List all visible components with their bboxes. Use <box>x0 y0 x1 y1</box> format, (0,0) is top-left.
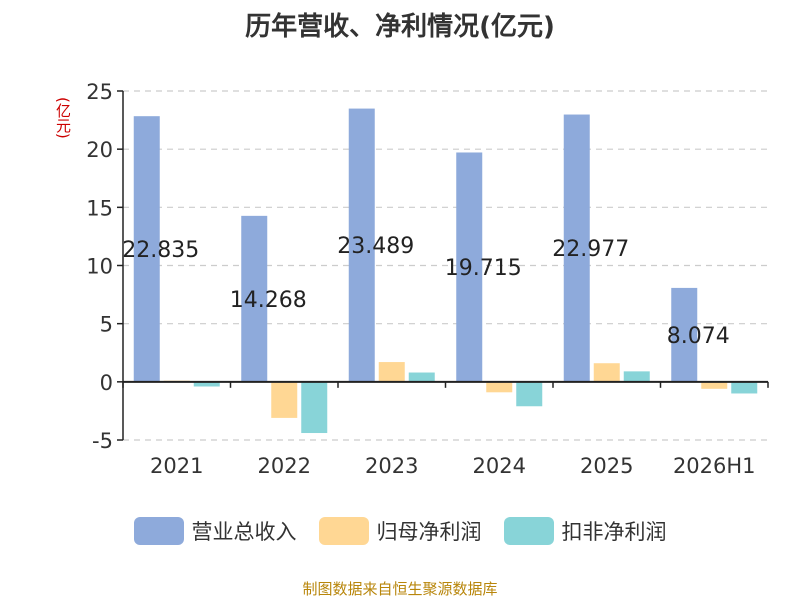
y-tick-label: 0 <box>100 371 113 395</box>
x-tick-label: 2021 <box>150 454 203 478</box>
bar-deducted-net-profit <box>193 381 220 387</box>
y-tick-label: 20 <box>86 138 113 162</box>
data-label-revenue: 22.977 <box>552 237 629 262</box>
legend-swatch-net-profit <box>318 517 369 545</box>
legend: 营业总收入 归母净利润 扣非净利润 <box>0 516 800 546</box>
legend-item-deducted-net-profit[interactable]: 扣非净利润 <box>503 516 667 546</box>
bar-revenue <box>348 108 375 382</box>
bar-net-profit <box>378 362 405 382</box>
y-tick-label: 15 <box>86 196 113 220</box>
bar-revenue <box>133 116 160 382</box>
x-tick-label: 2022 <box>258 454 311 478</box>
bar-deducted-net-profit <box>516 381 543 407</box>
legend-label-deducted-net-profit: 扣非净利润 <box>561 520 667 544</box>
bar-revenue <box>671 287 698 382</box>
x-tick-label: 2023 <box>365 454 418 478</box>
bar-deducted-net-profit <box>731 381 758 394</box>
bar-revenue <box>563 114 590 382</box>
legend-label-net-profit: 归母净利润 <box>376 520 482 544</box>
y-tick-label: 5 <box>100 313 113 337</box>
data-label-revenue: 14.268 <box>230 288 307 313</box>
chart-title: 历年营收、净利情况(亿元) <box>245 12 555 42</box>
legend-swatch-deducted-net-profit <box>503 517 554 545</box>
x-tick-label: 2024 <box>473 454 526 478</box>
legend-item-revenue[interactable]: 营业总收入 <box>133 516 297 546</box>
y-tick-label: -5 <box>92 429 113 453</box>
bar-net-profit <box>701 381 728 389</box>
data-source-note: 制图数据来自恒生聚源数据库 <box>302 580 498 598</box>
bar-deducted-net-profit <box>623 371 650 382</box>
data-label-revenue: 22.835 <box>122 238 199 263</box>
bar-revenue <box>241 215 268 382</box>
bar-net-profit <box>271 381 298 418</box>
bar-net-profit <box>486 381 513 393</box>
bar-revenue <box>456 152 483 382</box>
x-tick-label: 2026H1 <box>673 454 756 478</box>
bar-net-profit <box>593 363 620 382</box>
data-label-revenue: 8.074 <box>667 324 730 349</box>
x-tick-label: 2025 <box>580 454 633 478</box>
y-axis-unit-label: (亿元) <box>54 97 72 139</box>
bar-deducted-net-profit <box>408 372 435 382</box>
bar-deducted-net-profit <box>301 381 328 434</box>
data-label-revenue: 23.489 <box>337 234 414 259</box>
y-tick-label: 10 <box>86 255 113 279</box>
legend-item-net-profit[interactable]: 归母净利润 <box>318 516 482 546</box>
data-label-revenue: 19.715 <box>445 256 522 281</box>
legend-label-revenue: 营业总收入 <box>191 520 297 544</box>
y-tick-label: 25 <box>86 80 113 104</box>
legend-swatch-revenue <box>133 517 184 545</box>
